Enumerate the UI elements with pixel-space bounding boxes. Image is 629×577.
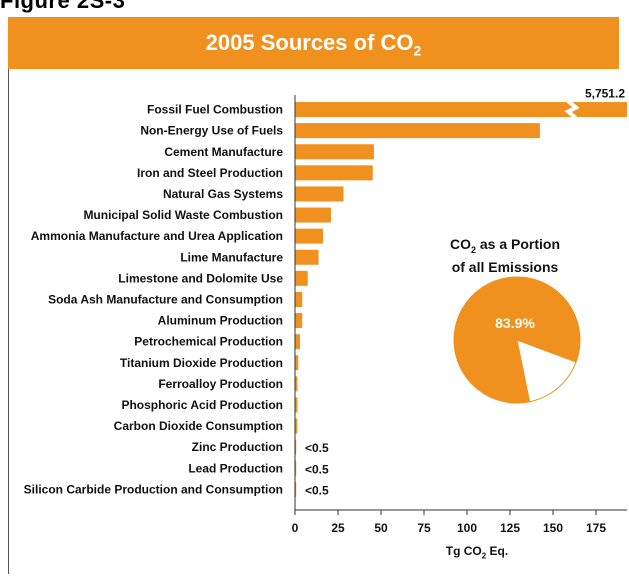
- bar: [295, 334, 300, 349]
- category-label: Natural Gas Systems: [163, 187, 283, 201]
- category-label: Soda Ash Manufacture and Consumption: [48, 292, 283, 306]
- x-tick-label: 125: [500, 521, 520, 535]
- x-tick-label: 25: [331, 521, 345, 535]
- data-label: <0.5: [305, 441, 329, 455]
- bar: [295, 229, 323, 244]
- x-tick-label: 100: [457, 521, 477, 535]
- category-label: Lime Manufacture: [180, 250, 283, 264]
- pie-title-line2: of all Emissions: [430, 259, 580, 276]
- x-tick-label: 175: [586, 521, 606, 535]
- data-label: <0.5: [305, 483, 329, 497]
- category-label: Ammonia Manufacture and Urea Application: [31, 229, 283, 243]
- bar: [295, 208, 331, 223]
- x-tick-label: 75: [417, 521, 431, 535]
- bar: [295, 292, 302, 307]
- category-label: Carbon Dioxide Consumption: [114, 419, 283, 433]
- category-label: Titanium Dioxide Production: [120, 356, 283, 370]
- bar: [295, 250, 319, 265]
- bar: [295, 144, 374, 159]
- category-label: Zinc Production: [192, 440, 283, 454]
- category-label: Aluminum Production: [158, 314, 283, 328]
- category-label: Ferroalloy Production: [158, 377, 283, 391]
- category-label: Fossil Fuel Combustion: [147, 103, 283, 117]
- x-tick-label: 50: [374, 521, 388, 535]
- category-label: Silicon Carbide Production and Consumpti…: [24, 482, 283, 496]
- category-label: Petrochemical Production: [134, 335, 283, 349]
- category-label: Iron and Steel Production: [137, 166, 283, 180]
- x-tick-label: 0: [292, 521, 299, 535]
- pie-title: CO2 as a Portion of all Emissions: [430, 236, 580, 276]
- bar: [295, 165, 373, 180]
- x-tick-label: 150: [543, 521, 563, 535]
- data-label: 5,751.2: [585, 87, 625, 101]
- bar: [295, 123, 540, 138]
- category-label: Phosphoric Acid Production: [121, 398, 283, 412]
- category-label: Cement Manufacture: [164, 145, 283, 159]
- bar: [295, 313, 302, 328]
- bar: [295, 186, 344, 201]
- data-label: <0.5: [305, 462, 329, 476]
- category-label: Municipal Solid Waste Combustion: [83, 208, 283, 222]
- bar: [295, 102, 627, 117]
- category-label: Limestone and Dolomite Use: [118, 271, 283, 285]
- pie-slice-label: 83.9%: [495, 315, 535, 331]
- bar: [295, 271, 308, 286]
- category-label: Non-Energy Use of Fuels: [140, 124, 283, 138]
- x-axis-label: Tg CO2 Eq.: [422, 544, 532, 560]
- pie-title-line1: CO2 as a Portion: [430, 236, 580, 259]
- category-label: Lead Production: [188, 461, 283, 475]
